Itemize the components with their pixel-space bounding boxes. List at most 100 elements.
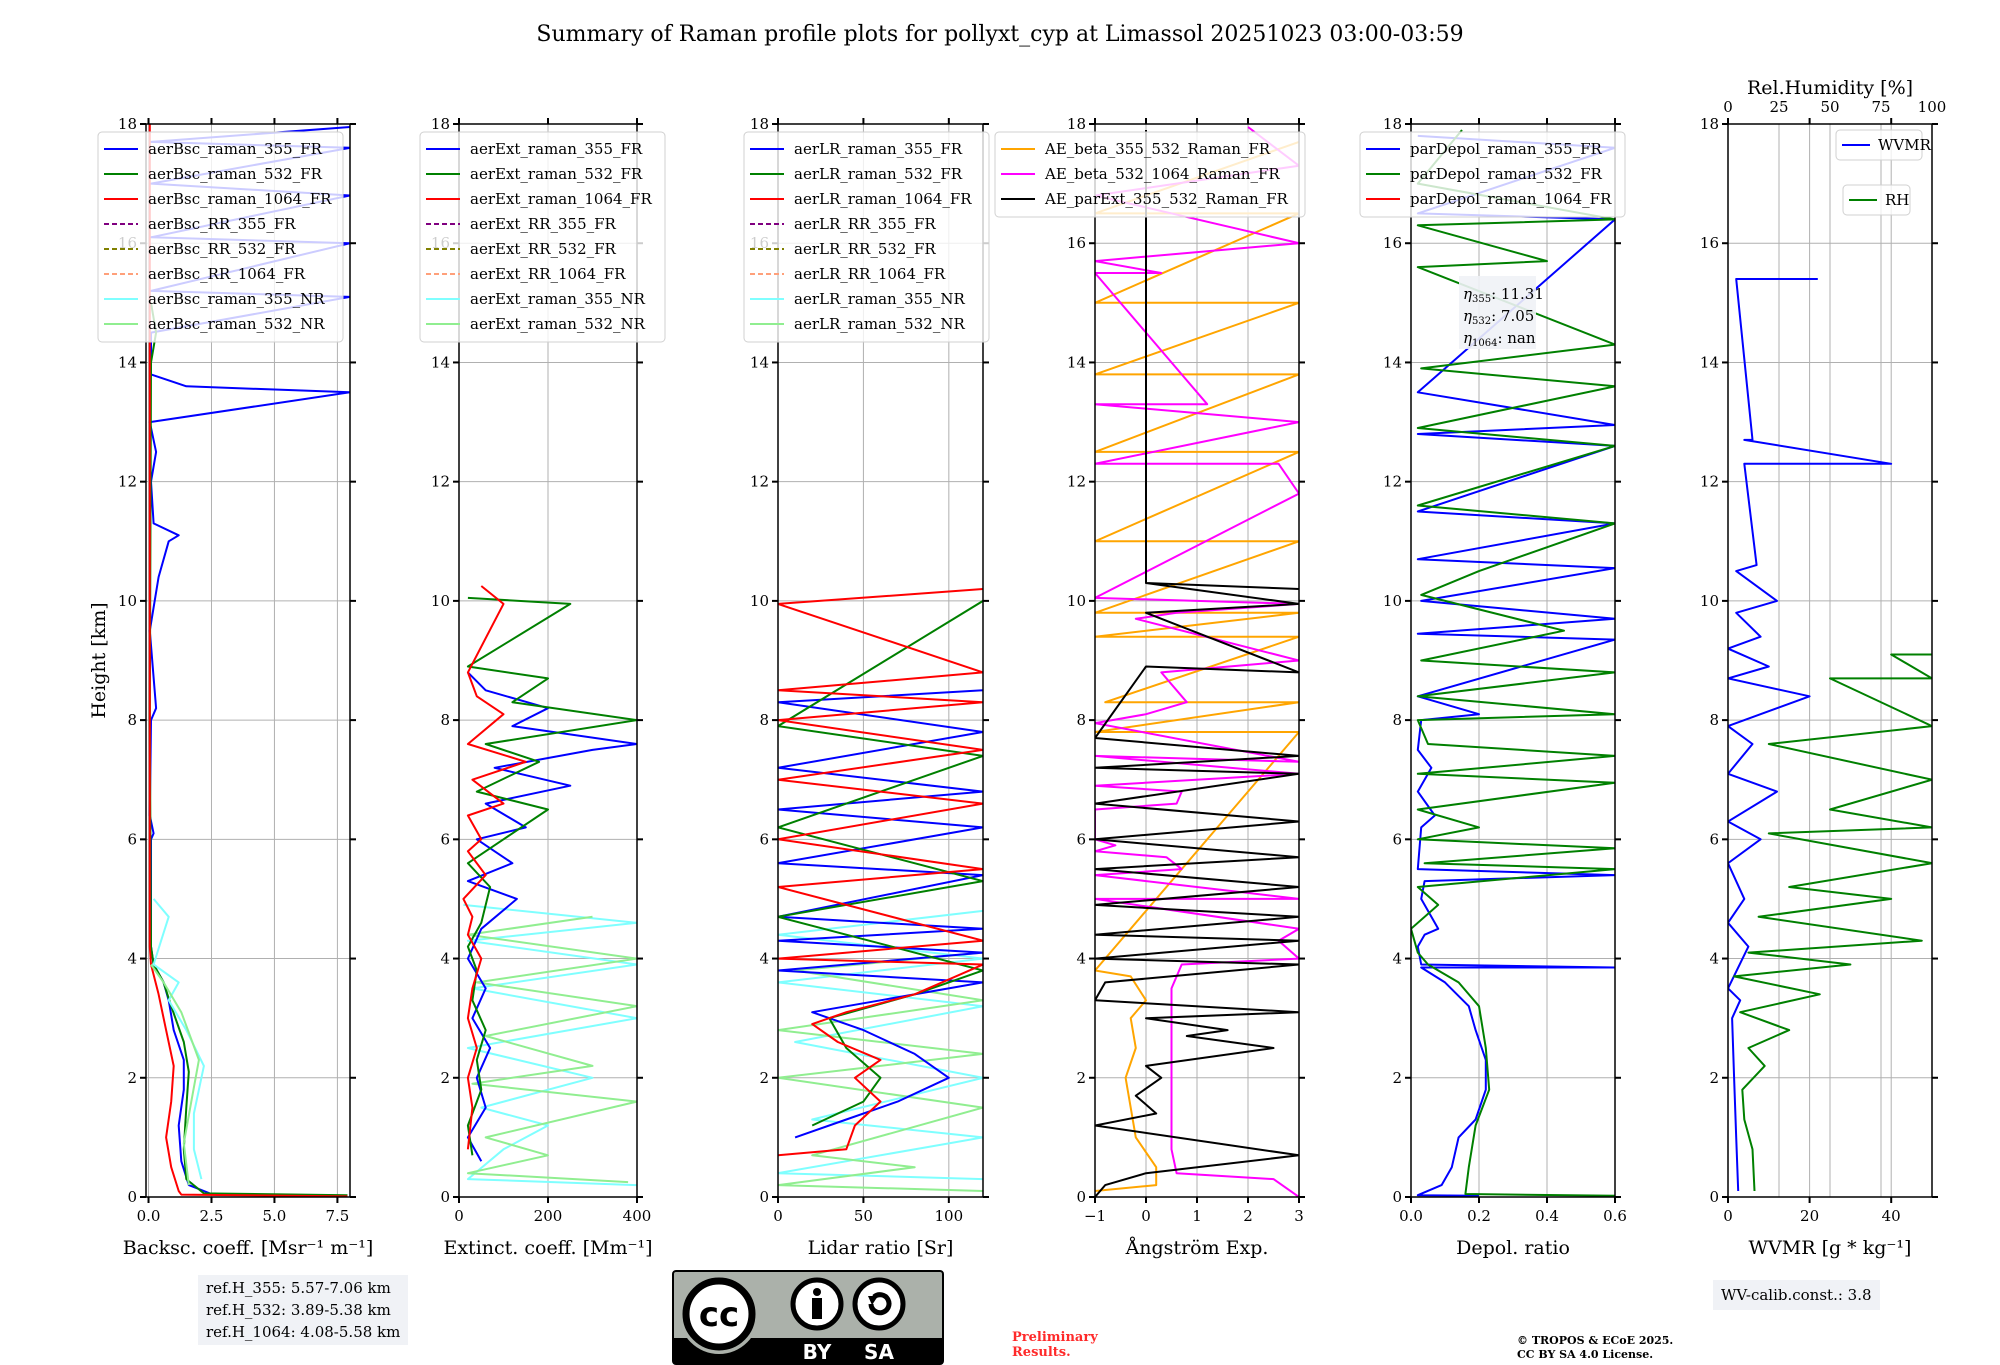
series-line-aerExt_raman_1064_FR <box>462 585 527 1150</box>
x-axis-label: Ångström Exp. <box>1125 1237 1269 1259</box>
x-tick-label: 400 <box>623 1207 652 1225</box>
panel-extinction: 0200400024681012141618Extinct. coeff. [M… <box>419 115 666 1259</box>
y-tick-label: 4 <box>1709 950 1719 968</box>
y-tick-label: 12 <box>1383 473 1402 491</box>
y-tick-label: 2 <box>440 1069 450 1087</box>
attribution-icon-head <box>813 1288 821 1296</box>
series-line-aerBsc_raman_532_FR <box>148 302 348 1197</box>
legend-label-aerBsc_RR_355_FR: aerBsc_RR_355_FR <box>148 215 296 233</box>
x-tick-label: −1 <box>1084 1207 1106 1225</box>
legend-label-aerLR_RR_355_FR: aerLR_RR_355_FR <box>794 215 936 233</box>
legend-label-aerLR_raman_355_NR: aerLR_raman_355_NR <box>794 290 965 308</box>
y-tick-label: 12 <box>1700 473 1719 491</box>
legend-box <box>1835 129 1923 161</box>
y-tick-label: 16 <box>1067 234 1086 252</box>
legend-box <box>97 131 344 343</box>
series-group <box>1411 129 1615 1197</box>
series-line-aerExt_raman_532_FR <box>466 596 637 1156</box>
y-tick-label: 12 <box>118 473 137 491</box>
legend-box <box>743 131 990 343</box>
legend-label-aerExt_raman_1064_FR: aerExt_raman_1064_FR <box>470 190 652 208</box>
y-tick-label: 2 <box>1076 1069 1086 1087</box>
series-group <box>1095 126 1299 1197</box>
y-tick-label: 0 <box>759 1188 769 1206</box>
y-tick-label: 14 <box>1700 353 1719 371</box>
copyright-line-2: CC BY SA 4.0 License. <box>1517 1348 1654 1361</box>
legend-label-parDepol_raman_532_FR: parDepol_raman_532_FR <box>1410 165 1603 183</box>
y-tick-label: 6 <box>1076 830 1086 848</box>
y-tick-label: 4 <box>440 950 450 968</box>
y-tick-label: 8 <box>759 711 769 729</box>
wv-calibration-box: WV-calib.const.: 3.8 <box>1713 1280 1880 1310</box>
y-tick-label: 8 <box>1709 711 1719 729</box>
y-tick-label: 14 <box>118 353 137 371</box>
series-line-WVMR <box>1728 278 1893 1192</box>
y-tick-label: 0 <box>1709 1188 1719 1206</box>
series-line-aerBsc_raman_1064_FR <box>148 124 348 1197</box>
eta-box-bg <box>1459 276 1536 349</box>
y-tick-label: 18 <box>1067 115 1086 133</box>
legend-box <box>1359 131 1626 218</box>
axes-frame <box>145 123 351 1198</box>
legend-label-aerExt_raman_532_FR: aerExt_raman_532_FR <box>470 165 643 183</box>
legend-label-aerExt_RR_1064_FR: aerExt_RR_1064_FR <box>470 265 626 283</box>
y-tick-label: 2 <box>1709 1069 1719 1087</box>
legend-depol: parDepol_raman_355_FR parDepol_raman_532_… <box>1359 131 1626 218</box>
legend-backscatter: aerBsc_raman_355_FR aerBsc_raman_532_FRae… <box>97 131 344 343</box>
share-alike-icon-arrow <box>868 1296 878 1305</box>
y-tick-label: 0 <box>1076 1188 1086 1206</box>
series-line-AE_beta_532_1064_Raman_FR <box>1095 126 1299 1197</box>
legend-label-aerLR_raman_532_FR: aerLR_raman_532_FR <box>794 165 963 183</box>
legend-label-aerExt_raman_355_FR: aerExt_raman_355_FR <box>470 140 643 158</box>
panel-wvmr: 0 20 40 0 2 4 6 8 10 12 14 16 18 WVMR [g * kg⁻¹] 0 25 50… <box>1700 77 1946 1259</box>
x-axis-label: Depol. ratio <box>1456 1237 1570 1259</box>
y-tick-label: 4 <box>759 950 769 968</box>
y-tick-label: 10 <box>118 592 137 610</box>
y-tick-label: 18 <box>118 115 137 133</box>
legend-label-AE_beta_355_532_Raman_FR: AE_beta_355_532_Raman_FR <box>1044 140 1271 158</box>
secondary-x-tick-label: 75 <box>1871 98 1890 116</box>
series-line-RH <box>1733 653 1932 1192</box>
legend-label-aerLR_raman_532_NR: aerLR_raman_532_NR <box>794 315 965 333</box>
y-tick-label: 18 <box>1383 115 1402 133</box>
series-group <box>1728 278 1932 1192</box>
y-tick-label: 6 <box>1392 830 1402 848</box>
y-tick-label: 14 <box>1067 353 1086 371</box>
share-alike-icon <box>852 1277 906 1331</box>
series-line-aerLR_raman_355_NR <box>778 909 983 1181</box>
cc-sa-label: SA <box>864 1340 894 1364</box>
legend-label-aerLR_RR_532_FR: aerLR_RR_532_FR <box>794 240 936 258</box>
legend-label-aerBsc_raman_355_NR: aerBsc_raman_355_NR <box>148 290 325 308</box>
y-tick-label: 8 <box>1392 711 1402 729</box>
legend-angstrom: AE_beta_355_532_Raman_FR AE_beta_532_1064… <box>994 131 1306 218</box>
axes-frame <box>1410 123 1616 1198</box>
legend-label-aerBsc_raman_355_FR: aerBsc_raman_355_FR <box>148 140 323 158</box>
y-tick-label: 10 <box>431 592 450 610</box>
legend-label-aerExt_RR_355_FR: aerExt_RR_355_FR <box>470 215 617 233</box>
series-line-parDepol_raman_532_FR <box>1411 129 1615 1197</box>
legend-box <box>994 131 1306 218</box>
legend-wvmr: WVMR <box>1835 129 1932 161</box>
panel-backscatter: 0.02.55.07.5024681012141618Backsc. coeff… <box>88 115 373 1259</box>
y-tick-label: 8 <box>127 711 137 729</box>
y-tick-label: 12 <box>750 473 769 491</box>
x-tick-label: 0.4 <box>1535 1207 1559 1225</box>
y-tick-label: 12 <box>431 473 450 491</box>
y-tick-label: 6 <box>759 830 769 848</box>
x-tick-label: 40 <box>1882 1207 1901 1225</box>
series-line-aerBsc_raman_532_NR <box>150 963 200 1186</box>
legend-label-aerExt_RR_532_FR: aerExt_RR_532_FR <box>470 240 617 258</box>
y-tick-label: 16 <box>1700 234 1719 252</box>
secondary-x-tick-label: 25 <box>1769 98 1788 116</box>
x-tick-label: 0.2 <box>1467 1207 1491 1225</box>
copyright-note: © TROPOS & ECoE 2025. CC BY SA 4.0 Licen… <box>1517 1334 1673 1362</box>
cc-icon <box>682 1277 756 1351</box>
panel-depol: 0.0 0.2 0.4 0.6 0 2 4 6 8 10 12 14 16 18 Depol. ratio p… <box>1359 115 1627 1259</box>
secondary-x-axis-label: Rel.Humidity [%] <box>1747 77 1913 99</box>
y-tick-label: 10 <box>750 592 769 610</box>
legend-label-aerLR_RR_1064_FR: aerLR_RR_1064_FR <box>794 265 946 283</box>
eta-line: η1064: nan <box>1463 329 1536 349</box>
wv-calibration-text: WV-calib.const.: 3.8 <box>1721 1286 1872 1304</box>
secondary-x-tick-label: 100 <box>1918 98 1947 116</box>
